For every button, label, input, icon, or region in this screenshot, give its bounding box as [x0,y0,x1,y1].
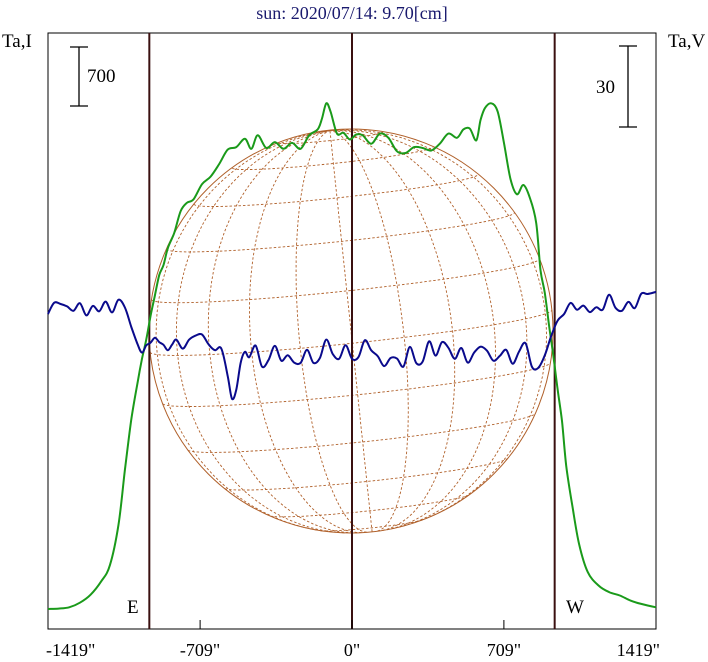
meridian [329,129,528,528]
meridian [175,130,345,534]
meridian [155,130,330,532]
meridian [295,130,367,533]
left-scale-label: 700 [87,66,116,87]
left-scale-bar [70,46,88,107]
parallel [269,494,469,518]
west-limb-label: W [566,597,584,618]
parallel [321,519,422,532]
left-axis-label: Ta,I [2,31,32,52]
x-axis-ticks: -1419" -709" 0" 709" 1419" [46,620,660,660]
meridian [249,130,362,534]
parallel [193,174,479,207]
x-tick-label: 0" [344,640,360,660]
parallel [162,362,551,407]
right-axis-label: Ta,V [668,31,705,52]
meridian [207,130,358,534]
meridian [329,130,409,532]
limb-lines [148,33,556,629]
east-limb-label: E [127,597,139,618]
meridian [329,129,547,521]
chart-title: sun: 2020/07/14: 9.70[cm] [256,3,448,23]
parallel [166,212,515,253]
series-line-stokes-v [47,290,657,401]
right-scale-bar [619,45,637,128]
series-line-stokes-i [47,102,657,610]
meridian [329,129,496,531]
series-group [47,102,657,610]
parallel [224,458,508,491]
x-tick-label: -1419" [46,640,95,660]
parallel [187,413,536,453]
x-tick-label: 1419" [617,640,660,660]
parallel [151,258,541,304]
right-scale-label: 30 [596,77,615,98]
x-tick-label: 709" [487,640,521,660]
meridian [329,130,456,531]
parallel [231,146,434,171]
x-tick-label: -709" [180,640,220,660]
